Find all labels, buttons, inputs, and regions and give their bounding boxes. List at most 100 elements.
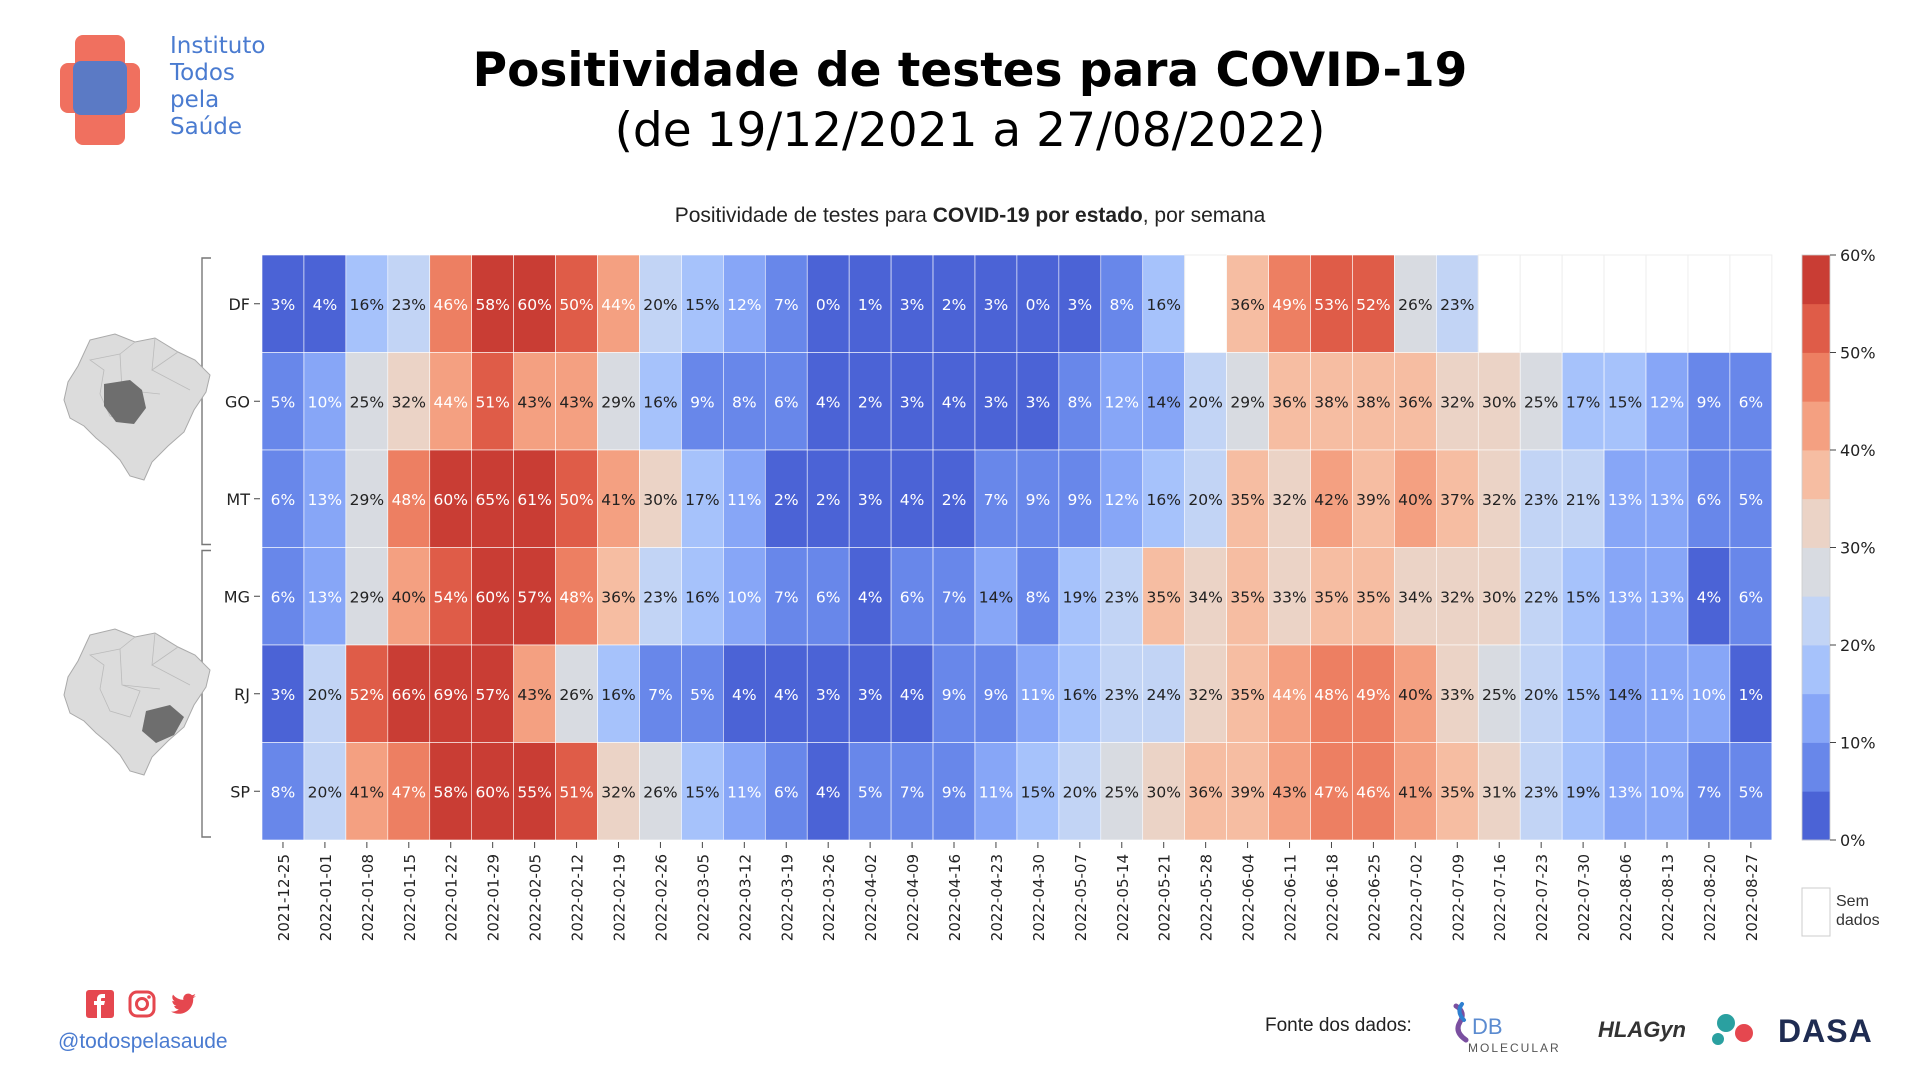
column-label: 2022-05-28 [1198,854,1216,941]
cell-value-label: 48% [559,588,593,606]
heatmap-cell [303,547,347,646]
heatmap-cell [974,547,1018,646]
heatmap-cell [1477,547,1521,646]
heatmap-cell [303,352,347,451]
cell-value-label: 25% [1105,783,1139,801]
column-label: 2022-04-23 [988,854,1006,941]
heatmap-cell-empty [1729,254,1773,353]
heatmap-cell-empty [1645,254,1689,353]
cell-value-label: 10% [1692,686,1726,704]
heatmap-cell [974,449,1018,548]
heatmap-cell [1519,742,1563,841]
cell-value-label: 55% [517,783,551,801]
heatmap-cell [513,254,556,353]
cell-value-label: 6% [1739,588,1764,606]
heatmap-cell [890,742,934,841]
heatmap-cell [1645,449,1689,548]
cell-value-label: 2% [942,491,967,509]
heatmap-cell [764,742,808,841]
heatmap-cell [1729,352,1773,451]
column-label: 2022-08-13 [1659,854,1677,941]
heatmap-cell [387,449,431,548]
column-label: 2022-07-02 [1407,854,1425,941]
cell-value-label: 13% [1608,491,1642,509]
heatmap-cell [555,352,598,451]
chart-title-suffix: , por semana [1143,204,1266,227]
cell-value-label: 69% [434,686,468,704]
social-handle[interactable]: @todospelasaude [58,1030,228,1053]
cell-value-label: 4% [732,686,757,704]
cell-value-label: 8% [732,393,757,411]
cell-value-label: 34% [1398,588,1432,606]
cell-value-label: 5% [1739,491,1764,509]
cell-value-label: 16% [1146,296,1180,314]
heatmap-cell [1352,352,1395,451]
cell-value-label: 32% [601,783,635,801]
heatmap-cell [1352,449,1395,548]
row-label: MG [224,587,250,606]
cell-value-label: 20% [1524,686,1558,704]
heatmap-cell [1142,352,1185,451]
column-label: 2022-08-06 [1617,854,1635,941]
logo-line: pela [170,87,220,113]
cell-value-label: 9% [942,783,967,801]
heatmap-cell [639,644,682,743]
cell-value-label: 7% [648,686,673,704]
heatmap-cell [513,644,556,743]
heatmap-cell [261,644,305,743]
cell-value-label: 16% [685,588,719,606]
cell-value-label: 13% [1608,588,1642,606]
cell-value-label: 29% [350,588,384,606]
cell-value-label: 32% [1440,393,1474,411]
instagram-icon[interactable] [128,990,156,1018]
heatmap-cell [1603,449,1647,548]
heatmap-cell [1268,449,1311,548]
cell-value-label: 13% [308,491,342,509]
twitter-icon[interactable] [170,990,198,1018]
heatmap-cell [806,547,850,646]
cell-value-label: 3% [900,296,925,314]
cell-value-label: 14% [979,588,1013,606]
cell-value-label: 20% [308,783,342,801]
colorbar-band [1802,742,1830,792]
heatmap-cell [1100,254,1144,353]
heatmap-cell [1603,644,1647,743]
cell-value-label: 35% [1314,588,1348,606]
heatmap-cell [932,547,976,646]
cell-value-label: 46% [1356,783,1390,801]
cell-value-label: 23% [1440,296,1474,314]
cell-value-label: 16% [350,296,384,314]
cell-value-label: 17% [1566,393,1600,411]
heatmap-cell [723,449,766,548]
facebook-icon[interactable] [86,990,114,1018]
cell-value-label: 9% [1026,491,1051,509]
cell-value-label: 52% [1356,296,1390,314]
cell-value-label: 10% [1650,783,1684,801]
cell-value-label: 7% [774,588,799,606]
heatmap-cell [1352,644,1395,743]
cell-value-label: 33% [1272,588,1306,606]
cell-value-label: 13% [1650,588,1684,606]
cell-value-label: 44% [434,393,468,411]
heatmap-cell [1142,449,1185,548]
logo-icon [60,35,140,145]
heatmap-cell [681,547,724,646]
cell-value-label: 65% [475,491,509,509]
cell-value-label: 57% [475,686,509,704]
cell-value-label: 3% [984,296,1009,314]
cell-value-label: 29% [601,393,635,411]
column-label: 2022-04-16 [946,854,964,941]
heatmap-cell [345,547,389,646]
heatmap-cell [471,547,514,646]
cell-value-label: 32% [1272,491,1306,509]
column-label: 2022-06-25 [1365,854,1383,941]
page-subtitle: (de 19/12/2021 a 27/08/2022) [614,103,1326,158]
colorbar-band [1802,255,1830,305]
cell-value-label: 4% [774,686,799,704]
cell-value-label: 9% [690,393,715,411]
heatmap-cell [387,547,431,646]
heatmap-cell-empty [1561,254,1605,353]
source-label: Fonte dos dados: [1265,1015,1412,1036]
column-label: 2022-06-11 [1282,854,1300,941]
cell-value-label: 15% [1566,686,1600,704]
